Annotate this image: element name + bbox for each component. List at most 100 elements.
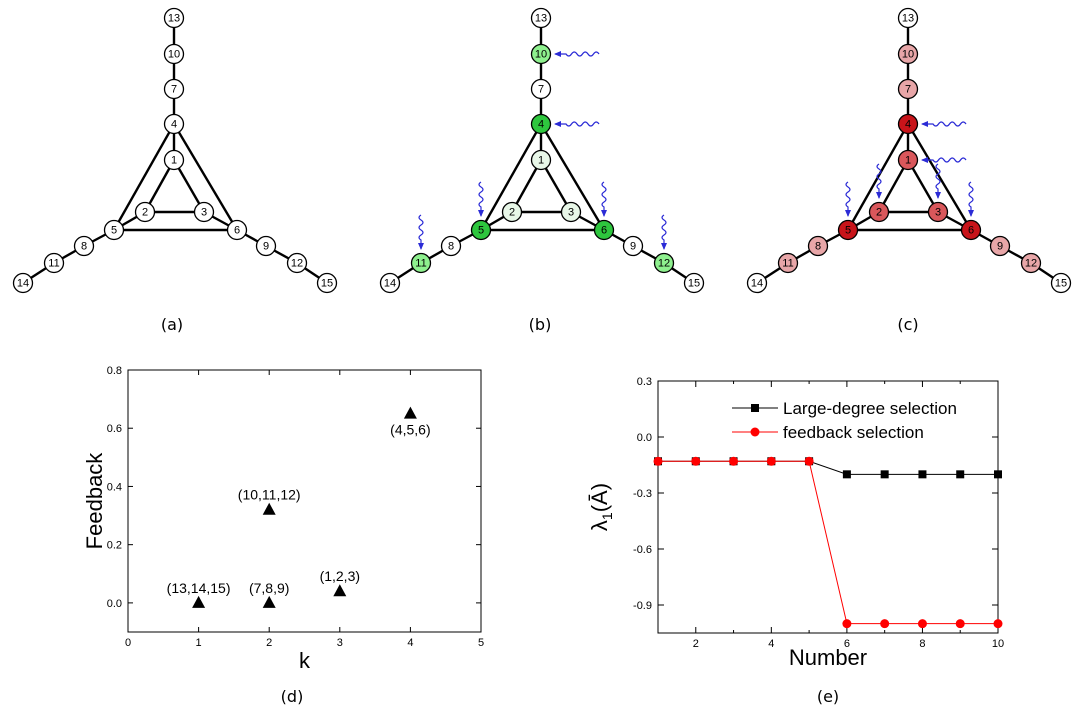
data-point-label: (4,5,6) — [390, 422, 430, 438]
x-tick-label: 4 — [768, 638, 774, 650]
y-tick-label: 0.3 — [637, 376, 652, 388]
x-tick-label: 2 — [693, 638, 699, 650]
network-node — [989, 235, 1011, 257]
x-tick-label: 2 — [266, 637, 272, 649]
x-axis-title: Number — [789, 645, 867, 670]
network-node — [530, 43, 552, 65]
network-node — [593, 219, 615, 241]
network-node-label: 12 — [1025, 258, 1037, 270]
network-node-label: 6 — [234, 225, 240, 237]
network-node — [163, 149, 185, 171]
series-marker — [729, 456, 739, 466]
wavy-arrow-icon — [845, 181, 851, 217]
network-node — [622, 235, 644, 257]
network-node — [286, 252, 308, 274]
network-node-label: 1 — [905, 155, 911, 167]
network-node-label: 10 — [168, 49, 180, 61]
y-tick-label: 0.4 — [107, 481, 122, 493]
network-edge — [906, 123, 973, 231]
y-tick-label: 0.6 — [107, 423, 122, 435]
network-node-label: 8 — [815, 241, 821, 253]
wavy-arrow-icon — [921, 157, 967, 163]
network-node-label: 11 — [415, 258, 426, 270]
series-line — [658, 460, 998, 625]
x-tick-label: 8 — [919, 638, 925, 650]
network-node-label: 14 — [17, 278, 29, 290]
network-node-label: 7 — [538, 84, 544, 96]
network-node — [163, 43, 185, 65]
x-tick-label: 6 — [844, 638, 850, 650]
network-edge — [539, 123, 606, 231]
network-node-label: 9 — [263, 241, 269, 253]
x-tick-label: 4 — [407, 637, 413, 649]
x-axis-title: k — [299, 648, 311, 673]
scatter-chart-d: 0 1 2 3 4 5 0.0 0.2 0.4 0.6 0.8 k Feedback (13,14,15)… — [82, 365, 484, 673]
series-line — [658, 460, 998, 475]
network-node — [410, 252, 432, 274]
network-node — [470, 219, 492, 241]
data-point-label: (1,2,3) — [320, 568, 360, 584]
network-node-label: 11 — [48, 258, 59, 270]
network-node-label: 1 — [171, 155, 177, 167]
wavy-arrow-icon — [661, 214, 667, 250]
y-tick-label: -0.9 — [633, 600, 652, 612]
network-node-label: 5 — [111, 225, 117, 237]
network-node-label: 1 — [538, 155, 544, 167]
network-node-label: 14 — [384, 278, 396, 290]
network-node — [12, 272, 34, 294]
series-marker — [691, 456, 701, 466]
series-marker — [880, 470, 889, 479]
network-node-label: 4 — [905, 119, 911, 131]
network-node — [897, 78, 919, 100]
network-node — [530, 78, 552, 100]
network-node-label: 4 — [171, 119, 177, 131]
data-point-label: (7,8,9) — [249, 580, 289, 596]
network-node-label: 5 — [845, 225, 851, 237]
series-marker — [653, 456, 663, 466]
network-node — [746, 272, 768, 294]
data-point — [403, 406, 417, 419]
network-node-label: 12 — [658, 258, 670, 270]
series-marker — [766, 456, 776, 466]
series-marker — [993, 619, 1003, 629]
network-node-label: 3 — [935, 207, 941, 219]
wavy-arrow-icon — [478, 181, 484, 217]
network-node — [897, 7, 919, 29]
network-node-label: 3 — [201, 207, 207, 219]
network-node-label: 15 — [1055, 278, 1067, 290]
data-point-label: (13,14,15) — [167, 580, 231, 596]
network-node — [653, 252, 675, 274]
panel-b-label: (b) — [529, 315, 552, 334]
network-node — [193, 201, 215, 223]
series-marker — [918, 470, 927, 479]
network-node-label: 6 — [601, 225, 607, 237]
y-tick-label: 0.0 — [107, 598, 122, 610]
series-marker — [842, 470, 851, 479]
wavy-arrow-icon — [921, 121, 967, 127]
series-marker — [880, 619, 890, 629]
y-tick-label: -0.3 — [633, 488, 652, 500]
y-tick-label: -0.6 — [633, 544, 652, 556]
network-node — [134, 201, 156, 223]
network-node — [927, 201, 949, 223]
series-marker — [956, 470, 965, 479]
network-node — [1050, 272, 1072, 294]
network-node — [103, 219, 125, 241]
network-node — [897, 43, 919, 65]
network-node-label: 3 — [568, 207, 574, 219]
network-node — [163, 7, 185, 29]
network-node-label: 13 — [168, 13, 180, 25]
network-node-label: 9 — [630, 241, 636, 253]
legend-marker — [751, 404, 759, 412]
network-node-label: 2 — [509, 207, 515, 219]
network-edge — [172, 123, 239, 231]
network-node — [530, 113, 552, 135]
network-node-label: 10 — [902, 49, 914, 61]
series-marker — [955, 619, 965, 629]
panel-c-label: (c) — [897, 315, 918, 334]
legend-label: feedback selection — [783, 423, 924, 442]
network-node — [316, 272, 338, 294]
network-node — [530, 149, 552, 171]
